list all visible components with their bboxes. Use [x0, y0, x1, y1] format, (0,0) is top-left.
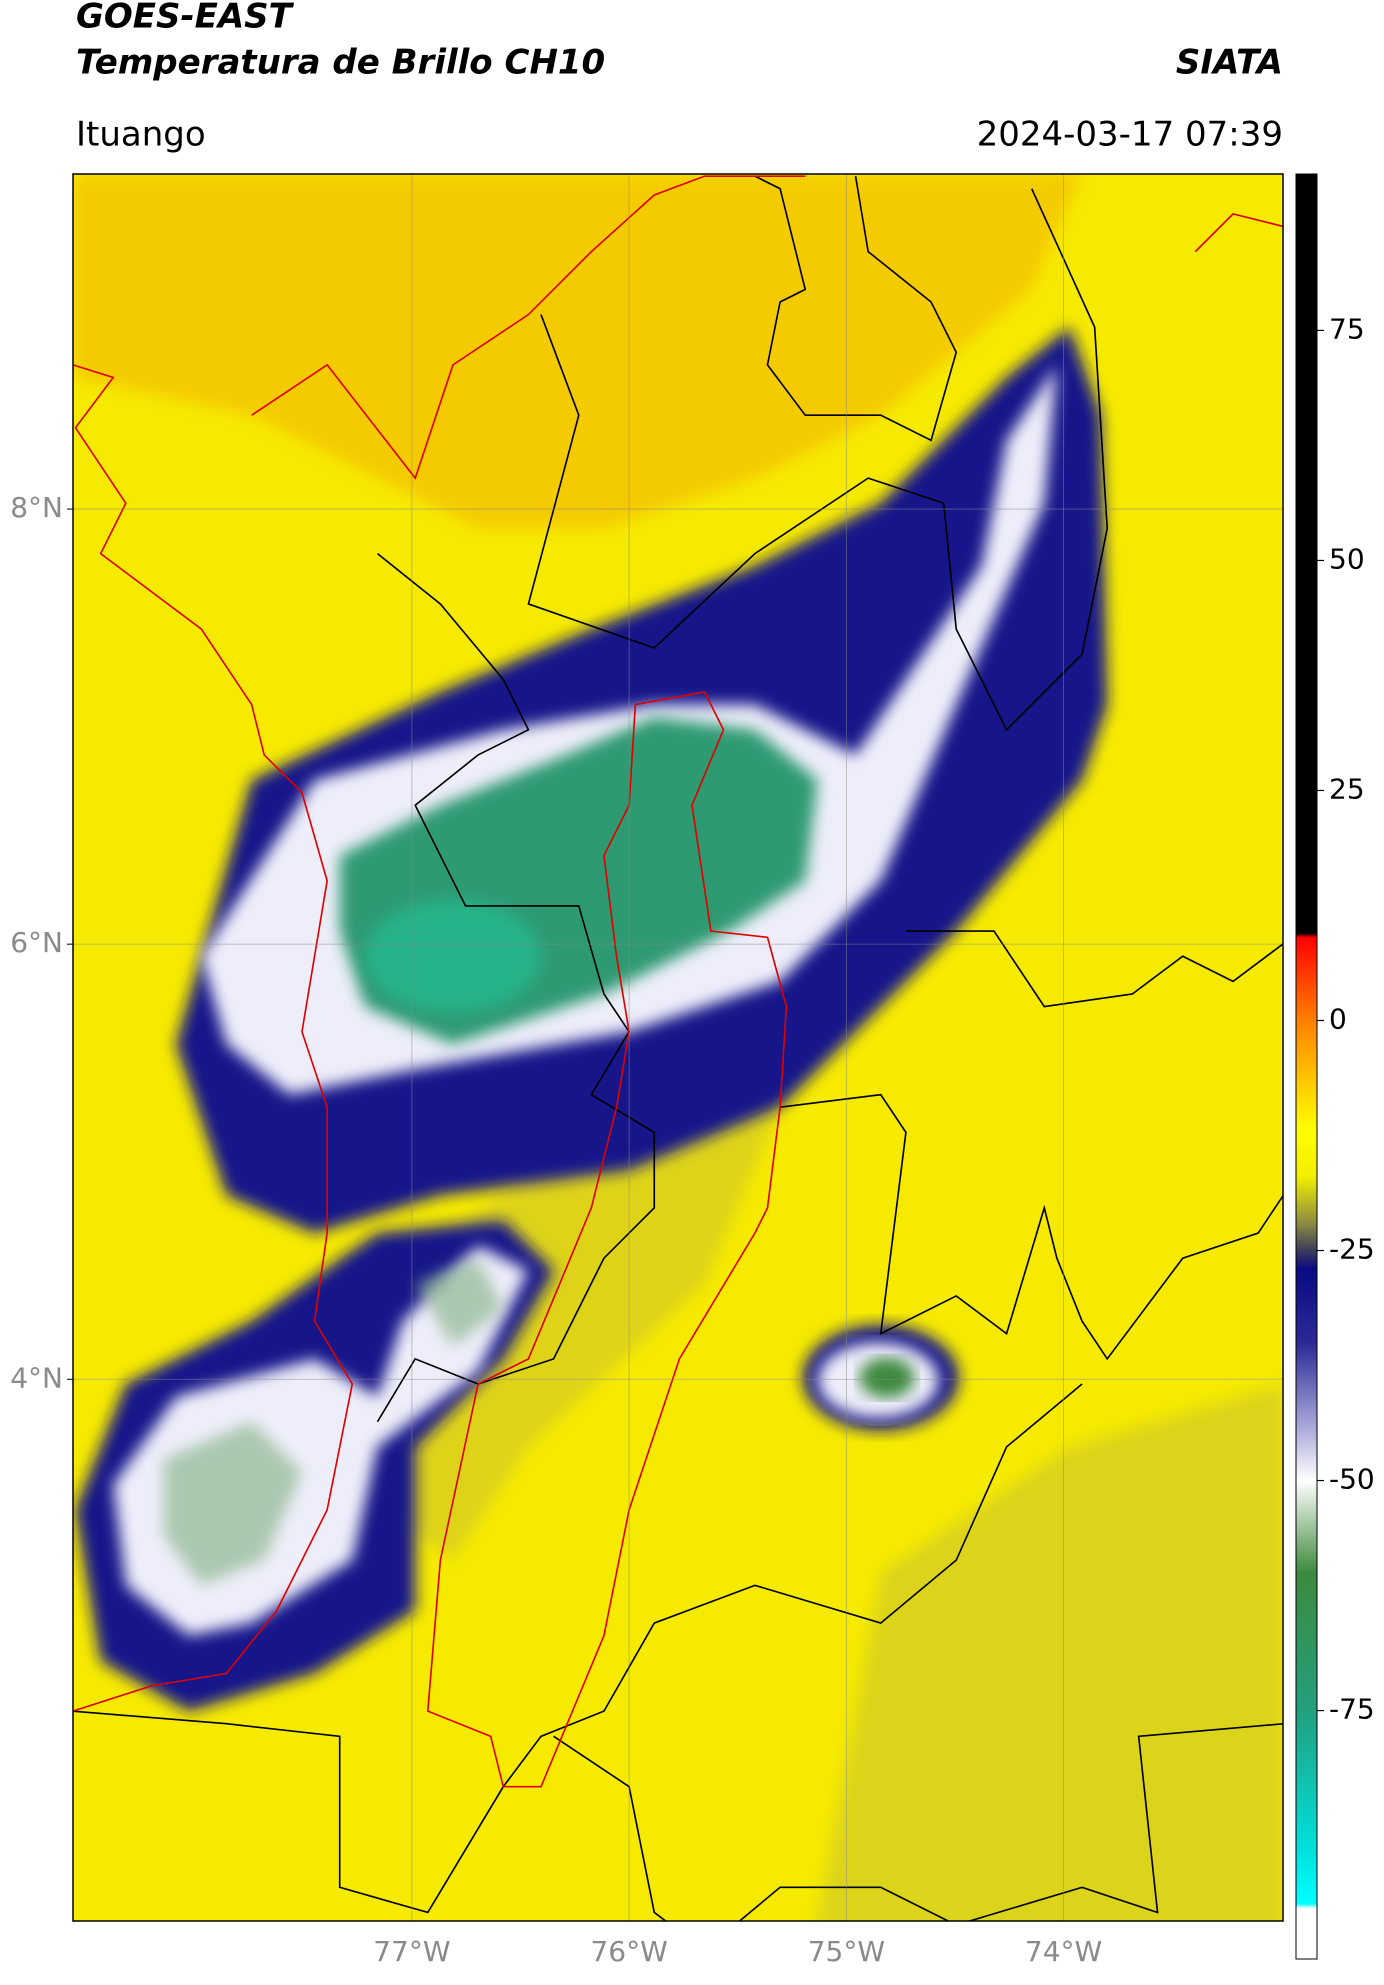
- subtitle: Temperatura de Brillo CH10: [76, 43, 605, 83]
- y-tick-label: 4°N: [10, 1361, 63, 1394]
- title: GOES-EAST: [76, 0, 295, 37]
- x-tick-label: 74°W: [1025, 1935, 1102, 1968]
- colorbar-tick-label: 25: [1329, 772, 1365, 805]
- colorbar: [1295, 173, 1318, 1960]
- x-tick-label: 76°W: [590, 1935, 667, 1968]
- map-image: [73, 174, 1283, 1921]
- x-tick-label: 77°W: [373, 1935, 450, 1968]
- map-frame: [72, 173, 1284, 1922]
- colorbar-tick-label: -25: [1329, 1233, 1375, 1266]
- colorbar-tick-label: -50: [1329, 1463, 1375, 1496]
- y-tick-label: 6°N: [10, 926, 63, 959]
- y-tick-label: 8°N: [10, 491, 63, 524]
- colorbar-tick-label: 75: [1329, 312, 1365, 345]
- graticule: [73, 174, 1283, 1921]
- location: Ituango: [76, 115, 206, 155]
- colorbar-tick-label: -75: [1329, 1693, 1375, 1726]
- datetime: 2024-03-17 07:39: [977, 115, 1283, 155]
- source: SIATA: [1176, 43, 1283, 83]
- map-field: [73, 174, 1283, 1921]
- colorbar-tick-label: 0: [1329, 1002, 1347, 1035]
- colorbar-tick-label: 50: [1329, 542, 1365, 575]
- x-tick-label: 75°W: [808, 1935, 885, 1968]
